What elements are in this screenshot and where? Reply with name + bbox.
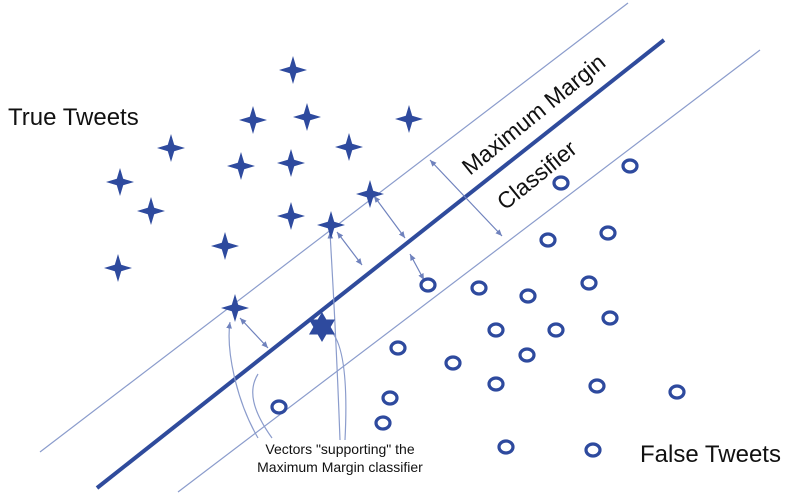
- four-point-star-icon: [239, 106, 267, 134]
- ring-icon: [547, 322, 565, 338]
- classifier-line: [95, 38, 666, 490]
- support-pointer: [252, 373, 273, 439]
- ring-icon: [381, 390, 399, 406]
- ring-icon: [487, 322, 505, 338]
- ring-icon: [584, 442, 602, 458]
- ring-icon: [389, 340, 407, 356]
- four-point-star-icon: [356, 180, 384, 208]
- support-vectors-caption-line2: Maximum Margin classifier: [257, 459, 423, 475]
- support-vectors-caption: Vectors "supporting" the Maximum Margin …: [230, 440, 450, 476]
- four-point-star-icon: [211, 232, 239, 260]
- four-point-star-icon: [104, 254, 132, 282]
- support-pointer: [321, 324, 347, 441]
- false-tweets-label: False Tweets: [640, 441, 781, 468]
- margin-arrow: [239, 317, 269, 349]
- ring-icon: [270, 399, 288, 415]
- ring-icon: [552, 175, 570, 191]
- four-point-star-icon: [221, 294, 249, 322]
- four-point-star-icon: [335, 133, 363, 161]
- margin-arrow: [409, 253, 425, 281]
- ring-icon: [588, 378, 606, 394]
- ring-icon: [497, 439, 515, 455]
- four-point-star-icon: [106, 168, 134, 196]
- four-point-star-icon: [157, 134, 185, 162]
- ring-icon: [487, 376, 505, 392]
- four-point-star-icon: [277, 202, 305, 230]
- ring-icon: [419, 277, 437, 293]
- margin-arrow: [429, 159, 503, 237]
- ring-icon: [621, 158, 639, 174]
- false-tweets-points: [270, 158, 686, 458]
- ring-icon: [599, 225, 617, 241]
- four-point-star-icon: [227, 152, 255, 180]
- ring-icon: [668, 384, 686, 400]
- six-point-star-icon: [309, 312, 335, 342]
- four-point-star-icon: [293, 103, 321, 131]
- ring-icon: [539, 232, 557, 248]
- lower-margin-line: [177, 49, 761, 493]
- support-pointer: [327, 231, 341, 441]
- true-tweets-label: True Tweets: [8, 104, 139, 131]
- four-point-star-icon: [317, 211, 345, 239]
- four-point-star-icon: [279, 56, 307, 84]
- ring-icon: [444, 355, 462, 371]
- four-point-star-icon: [395, 105, 423, 133]
- margin-arrow: [373, 195, 406, 239]
- ring-icon: [374, 415, 392, 431]
- ring-icon: [518, 347, 536, 363]
- four-point-star-icon: [137, 197, 165, 225]
- support-pointer: [226, 321, 259, 439]
- ring-icon: [580, 275, 598, 291]
- support-vectors-caption-line1: Vectors "supporting" the: [265, 441, 415, 457]
- true-tweets-points: [104, 56, 423, 322]
- margin-arrow: [336, 231, 363, 266]
- ring-icon: [519, 288, 537, 304]
- four-point-star-icon: [277, 149, 305, 177]
- ring-icon: [470, 280, 488, 296]
- ring-icon: [601, 310, 619, 326]
